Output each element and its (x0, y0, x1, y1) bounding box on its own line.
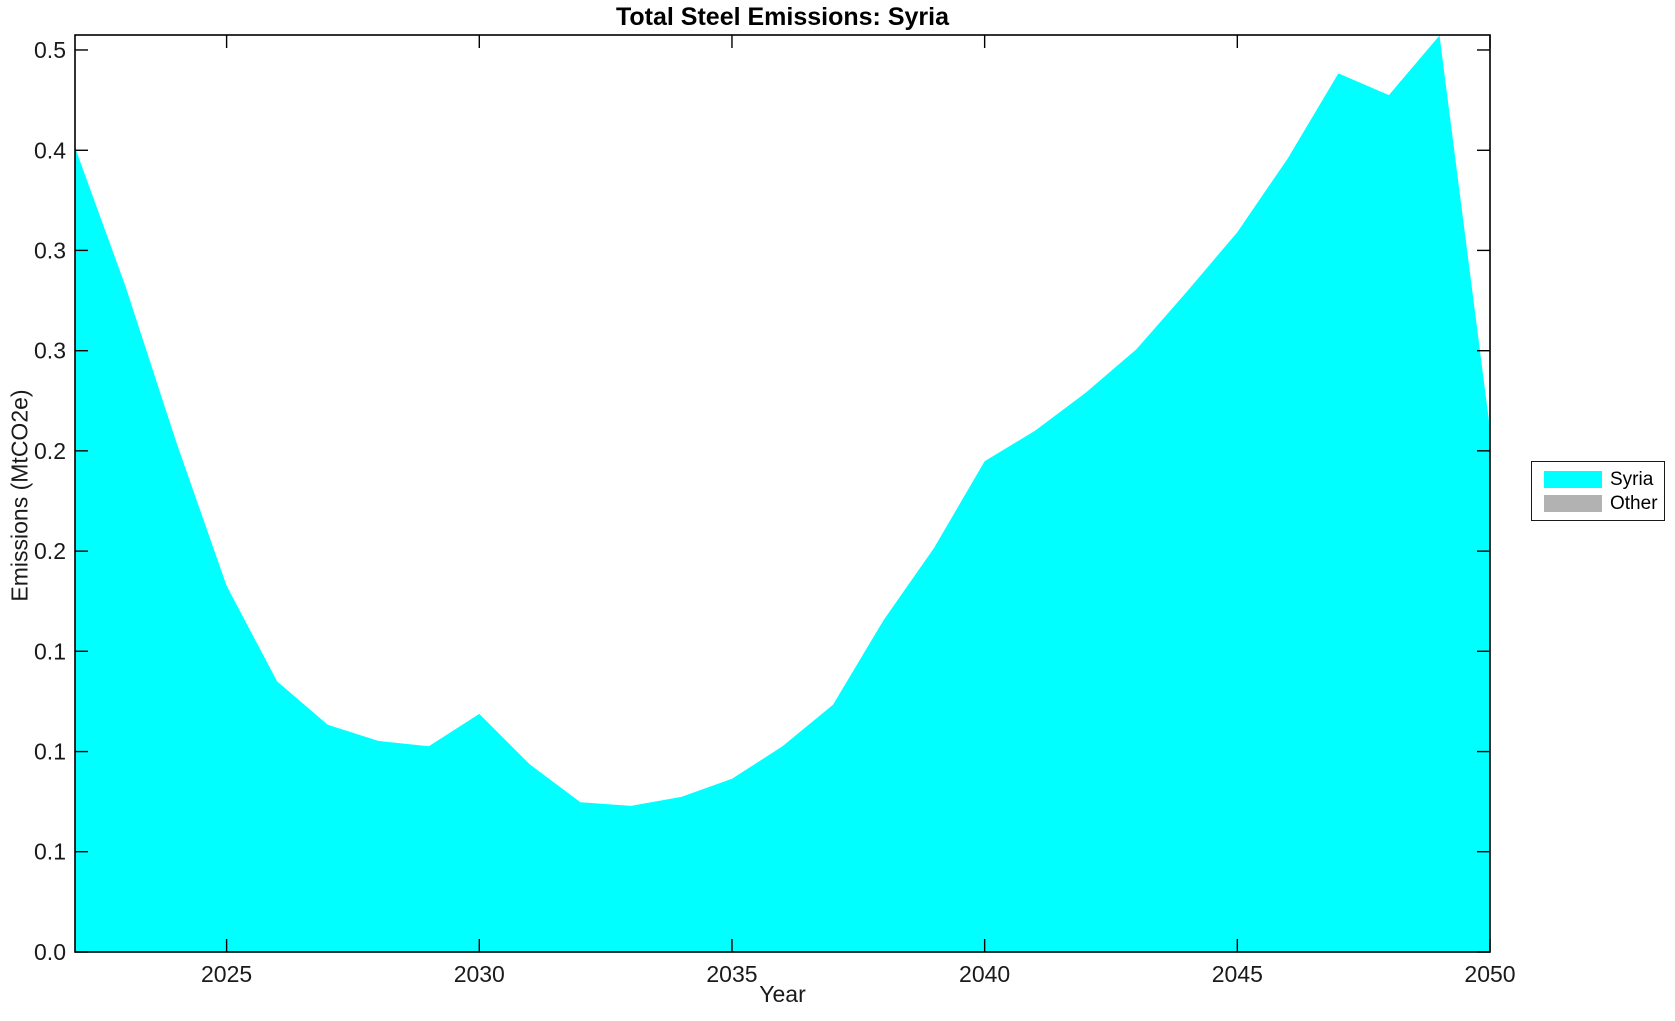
y-tick-label: 0.1 (34, 839, 66, 865)
legend-entry-syria: Syria (1544, 470, 1664, 489)
y-tick-label: 0.5 (34, 37, 66, 63)
x-tick-label: 2045 (1212, 961, 1263, 987)
y-tick-label: 0.0 (34, 939, 66, 965)
x-axis-title: Year (759, 981, 806, 1007)
x-tick-label: 2035 (706, 961, 757, 987)
legend-swatch-other (1544, 494, 1602, 512)
y-tick-label: 0.3 (34, 237, 66, 263)
plot-border (74, 34, 1491, 953)
x-tick-label: 2050 (1464, 961, 1515, 987)
x-tick-label: 2030 (454, 961, 505, 987)
y-tick-label: 0.1 (34, 739, 66, 765)
y-tick-label: 0.2 (34, 438, 66, 464)
legend-entry-other: Other (1544, 494, 1664, 513)
y-tick-label: 0.1 (34, 638, 66, 664)
legend-label-other: Other (1610, 492, 1658, 514)
y-tick-label: 0.2 (34, 538, 66, 564)
x-tick-label: 2040 (959, 961, 1010, 987)
chart-title: Total Steel Emissions: Syria (616, 3, 949, 31)
legend: Syria Other (1531, 461, 1665, 521)
legend-swatch-syria (1544, 470, 1602, 488)
legend-label-syria: Syria (1610, 468, 1654, 490)
y-tick-label: 0.3 (34, 338, 66, 364)
x-tick-label: 2025 (201, 961, 252, 987)
y-axis-title: Emissions (MtCO2e) (6, 389, 33, 602)
area-series-syria (75, 35, 1490, 952)
y-tick-label: 0.4 (34, 137, 66, 163)
